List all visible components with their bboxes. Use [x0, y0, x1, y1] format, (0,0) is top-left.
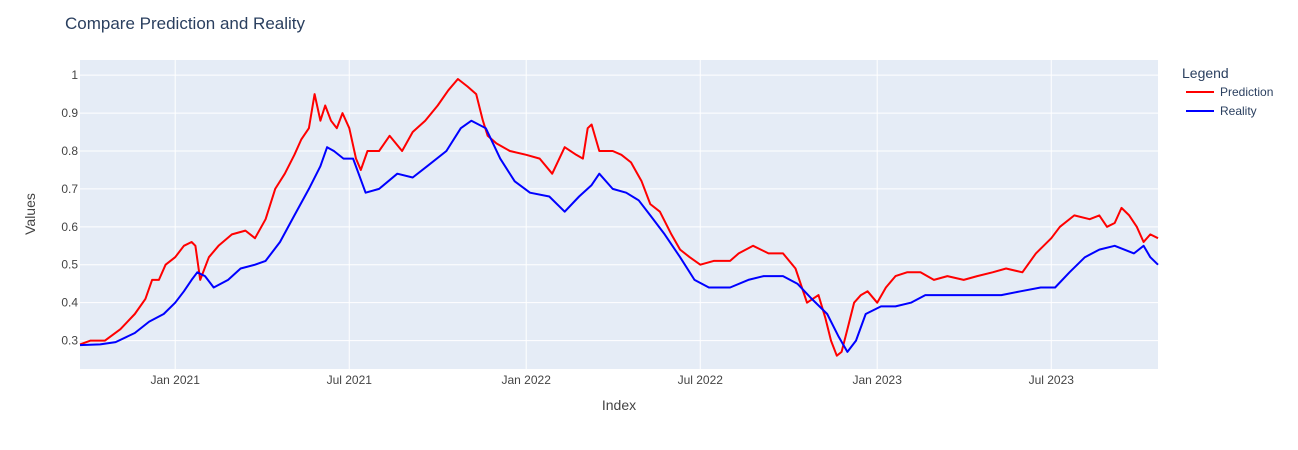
- y-tick-label: 0.4: [61, 296, 78, 310]
- x-tick-label: Jan 2023: [853, 373, 903, 387]
- x-tick-label: Jan 2022: [502, 373, 552, 387]
- x-tick-label: Jul 2022: [678, 373, 724, 387]
- plot-area: [80, 60, 1158, 369]
- y-tick-label: 0.9: [61, 106, 78, 120]
- legend-item-prediction[interactable]: Prediction: [1186, 85, 1273, 99]
- y-tick-label: 1: [71, 68, 78, 82]
- series-layer: [79, 78, 1159, 357]
- legend-label: Reality: [1220, 104, 1257, 118]
- x-tick-label: Jul 2021: [327, 373, 373, 387]
- y-tick-label: 0.3: [61, 334, 78, 348]
- legend-label: Prediction: [1220, 85, 1273, 99]
- legend-item-reality[interactable]: Reality: [1186, 104, 1257, 118]
- y-tick-label: 0.7: [61, 182, 78, 196]
- y-tick-label: 0.6: [61, 220, 78, 234]
- gridlines: [80, 60, 1158, 369]
- legend[interactable]: Legend Prediction Reality: [1182, 65, 1273, 118]
- y-tick-label: 0.5: [61, 258, 78, 272]
- y-axis-ticks: 0.3 0.4 0.5 0.6 0.7 0.8 0.9 1: [61, 68, 78, 347]
- x-axis-title: Index: [602, 397, 636, 413]
- series-line-reality: [79, 119, 1159, 353]
- legend-title: Legend: [1182, 65, 1229, 81]
- x-tick-label: Jul 2023: [1029, 373, 1075, 387]
- y-tick-label: 0.8: [61, 144, 78, 158]
- x-axis-ticks: Jan 2021 Jul 2021 Jan 2022 Jul 2022 Jan 2023…: [151, 373, 1075, 387]
- y-axis-title: Values: [22, 193, 38, 235]
- series-line-prediction: [79, 78, 1159, 357]
- chart-title: Compare Prediction and Reality: [65, 14, 306, 33]
- x-tick-label: Jan 2021: [151, 373, 201, 387]
